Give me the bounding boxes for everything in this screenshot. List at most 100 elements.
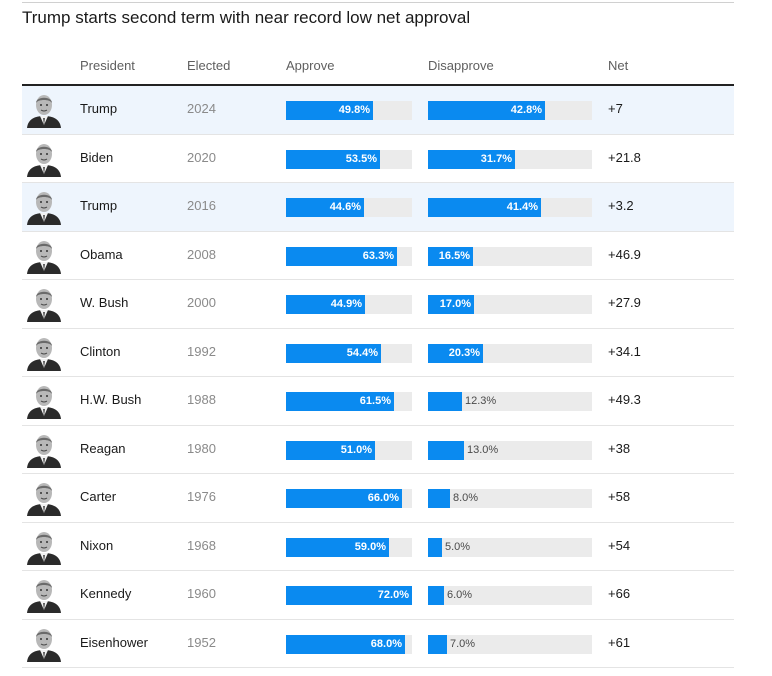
approve-value-label: 72.0% (377, 589, 409, 601)
approve-bar (286, 634, 405, 654)
table-row: H.W. Bush 1988 61.5% 12.3% +49.3 (22, 377, 734, 426)
net-value: +38 (608, 440, 631, 456)
president-name: Kennedy (80, 586, 132, 601)
approve-bar (286, 149, 380, 169)
disapprove-value-label: 16.5% (438, 249, 470, 262)
disapprove-bar-track: 6.0% (428, 586, 592, 605)
table-row: Obama 2008 63.3% 16.5% +46.9 (22, 232, 734, 280)
table-row: Trump 2016 44.6% 41.4% +3.2 (22, 183, 734, 232)
elected-year: 1980 (187, 440, 216, 456)
net-value: +21.8 (608, 149, 641, 165)
president-portrait-icon (25, 92, 63, 128)
disapprove-value-label: 41.4% (506, 201, 538, 213)
president-portrait-icon (25, 432, 63, 468)
table-row: Reagan 1980 51.0% 13.0% +38 (22, 426, 734, 474)
elected-year: 1960 (187, 586, 216, 601)
approve-bar-track: 44.9% (286, 295, 412, 314)
disapprove-bar (428, 198, 541, 217)
disapprove-value-label: 20.3% (448, 346, 480, 359)
disapprove-value-label: 17.0% (439, 298, 471, 310)
net-value: +54 (608, 537, 631, 553)
column-header-disapprove: Disapprove (428, 58, 494, 73)
president-portrait-icon (25, 238, 63, 274)
approve-bar-track: 66.0% (286, 489, 412, 508)
approve-value-label: 44.6% (329, 201, 361, 213)
chart-title: Trump starts second term with near recor… (22, 8, 471, 27)
table-row: Trump 2024 49.8% 42.8% +7 (22, 86, 734, 135)
disapprove-bar (428, 489, 450, 508)
disapprove-bar-track: 12.3% (428, 392, 592, 411)
column-header-net: Net (608, 58, 629, 73)
table-row: Nixon 1968 59.0% 5.0% +54 (22, 523, 734, 571)
president-portrait-icon (25, 480, 63, 516)
net-value: +34.1 (608, 343, 641, 359)
table-row: Carter 1976 66.0% 8.0% +58 (22, 474, 734, 523)
approve-bar (286, 392, 394, 411)
disapprove-bar-track: 41.4% (428, 198, 592, 217)
disapprove-value-label: 13.0% (467, 443, 499, 456)
disapprove-bar (428, 149, 515, 169)
disapprove-bar (428, 101, 545, 120)
president-portrait-icon (25, 383, 63, 419)
net-value: +58 (608, 489, 631, 504)
table-row: Clinton 1992 54.4% 20.3% +34.1 (22, 329, 734, 377)
elected-year: 1992 (187, 343, 216, 359)
column-header-elected: Elected (187, 58, 231, 73)
president-portrait-icon (25, 577, 63, 613)
disapprove-value-label: 6.0% (447, 589, 473, 601)
approve-bar-track: 63.3% (286, 246, 412, 266)
disapprove-bar (428, 392, 462, 411)
approve-value-label: 63.3% (362, 249, 394, 262)
disapprove-bar-track: 13.0% (428, 440, 592, 460)
president-name: W. Bush (80, 295, 129, 310)
approve-bar (286, 343, 381, 363)
president-name: Clinton (80, 343, 121, 359)
elected-year: 2008 (187, 246, 216, 262)
approve-bar (286, 440, 375, 460)
column-header-president: President (80, 58, 135, 73)
approve-bar (286, 101, 373, 120)
disapprove-value-label: 7.0% (450, 637, 476, 650)
net-value: +7 (608, 101, 623, 116)
disapprove-bar-track: 16.5% (428, 246, 592, 266)
president-portrait-icon (25, 141, 63, 177)
president-name: Biden (80, 149, 114, 165)
disapprove-bar (428, 440, 464, 460)
net-value: +27.9 (608, 295, 641, 310)
approve-bar (286, 537, 389, 557)
president-portrait-icon (25, 626, 63, 662)
disapprove-bar-track: 31.7% (428, 149, 592, 169)
approve-bar-track: 61.5% (286, 392, 412, 411)
column-header-approve: Approve (286, 58, 335, 73)
approve-bar-track: 53.5% (286, 149, 412, 169)
net-value: +46.9 (608, 246, 641, 262)
approve-bar (286, 246, 397, 266)
table-row: W. Bush 2000 44.9% 17.0% +27.9 (22, 280, 734, 329)
approve-bar-track: 44.6% (286, 198, 412, 217)
approve-bar-track: 72.0% (286, 586, 412, 605)
elected-year: 2016 (187, 198, 216, 213)
header-divider (22, 84, 734, 86)
disapprove-bar (428, 246, 473, 266)
elected-year: 2020 (187, 149, 216, 165)
president-name: Carter (80, 489, 117, 504)
disapprove-bar (428, 295, 474, 314)
president-name: Reagan (80, 440, 126, 456)
disapprove-bar-track: 8.0% (428, 489, 592, 508)
disapprove-bar-track: 7.0% (428, 634, 592, 654)
approve-value-label: 44.9% (330, 298, 362, 310)
disapprove-value-label: 8.0% (453, 492, 479, 504)
approve-bar (286, 586, 412, 605)
approve-bar-track: 49.8% (286, 101, 412, 120)
disapprove-value-label: 5.0% (445, 540, 471, 553)
president-name: Trump (80, 198, 118, 213)
approve-bar-track: 54.4% (286, 343, 412, 363)
approve-bar-track: 68.0% (286, 634, 412, 654)
disapprove-bar (428, 343, 483, 363)
president-portrait-icon (25, 335, 63, 371)
approve-bar-track: 59.0% (286, 537, 412, 557)
approve-value-label: 59.0% (354, 540, 386, 553)
president-name: Nixon (80, 537, 114, 553)
disapprove-bar-track: 17.0% (428, 295, 592, 314)
elected-year: 1988 (187, 392, 216, 407)
